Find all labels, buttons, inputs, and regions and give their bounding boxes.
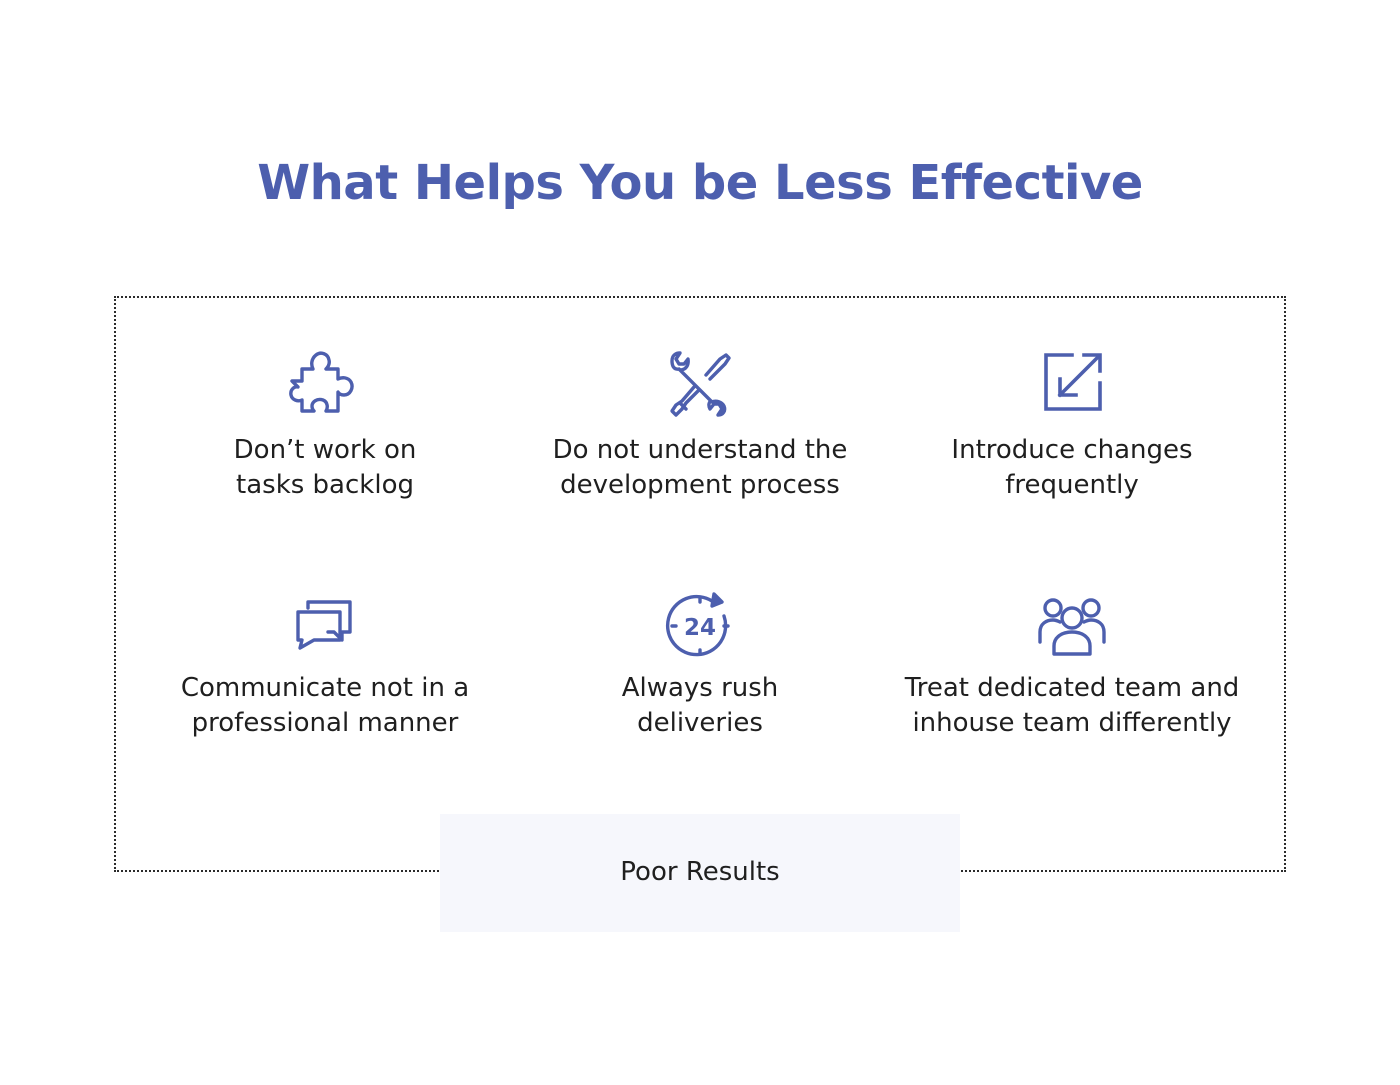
clock-badge-text: 24 bbox=[684, 615, 716, 641]
clock-24-icon: 24 bbox=[662, 588, 738, 664]
item-label-backlog: Don’t work on tasks backlog bbox=[233, 435, 417, 500]
team-icon bbox=[1034, 588, 1110, 664]
diagram-title: What Helps You be Less Effective bbox=[257, 155, 1143, 211]
result-label: Poor Results bbox=[620, 857, 780, 887]
wrench-screwdriver-icon bbox=[662, 345, 738, 421]
arrow-square-icon bbox=[1034, 345, 1110, 421]
puzzle-piece-icon bbox=[286, 345, 362, 421]
chat-bubbles-icon bbox=[286, 588, 362, 664]
item-label-process: Do not understand the development proces… bbox=[552, 435, 848, 500]
result-box: Poor Results bbox=[440, 814, 960, 932]
item-label-team: Treat dedicated team and inhouse team di… bbox=[904, 673, 1240, 738]
item-label-changes: Introduce changes frequently bbox=[951, 435, 1193, 500]
item-label-rush: Always rush deliveries bbox=[621, 673, 779, 738]
item-label-communicate: Communicate not in a professional manner bbox=[180, 673, 470, 738]
